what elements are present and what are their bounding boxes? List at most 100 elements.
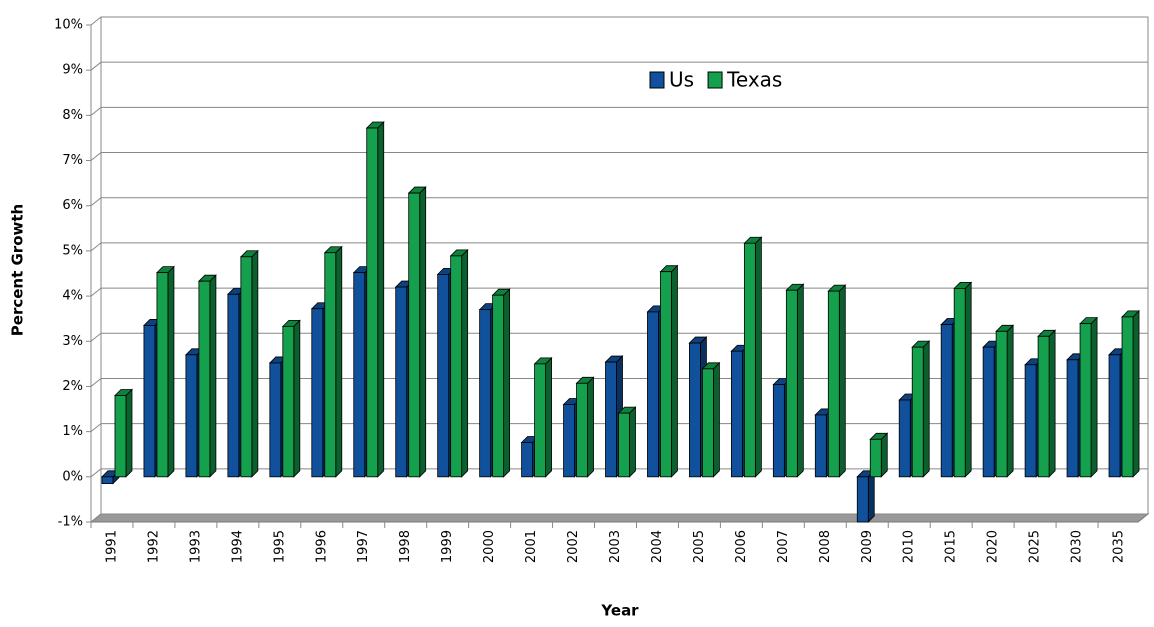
legend-swatch — [649, 71, 665, 89]
bar — [366, 127, 379, 478]
y-tick-label: 8% — [62, 108, 83, 123]
x-tick-label: 2001 — [524, 530, 539, 563]
x-tick-label: 2004 — [650, 530, 665, 563]
bar — [240, 256, 253, 478]
x-tick-label: 2000 — [482, 530, 497, 563]
bar — [1037, 335, 1050, 478]
y-tick-label: 5% — [62, 243, 83, 258]
y-tick-label: -1% — [58, 515, 83, 530]
x-tick-label: 1993 — [188, 530, 203, 563]
bar-side — [713, 361, 720, 478]
bar — [730, 350, 743, 478]
bar-side — [1048, 329, 1056, 478]
x-tick-label: 2009 — [860, 530, 875, 563]
bar — [185, 354, 198, 478]
bar-side — [880, 432, 888, 478]
bar — [647, 311, 659, 478]
grid-line — [90, 197, 1148, 207]
bar — [940, 324, 953, 478]
bar-side — [587, 376, 594, 478]
bar — [269, 362, 282, 478]
bar — [618, 412, 630, 478]
x-tick-label: 2030 — [1070, 530, 1085, 563]
bar — [743, 242, 756, 478]
bar-side — [209, 274, 217, 478]
bar-side — [1006, 324, 1014, 478]
x-tick-label: 1997 — [356, 530, 371, 563]
bar-side — [293, 319, 301, 478]
grid-line — [90, 61, 1148, 71]
bar-side — [503, 288, 511, 478]
bar-side — [419, 186, 427, 478]
bar — [450, 255, 463, 478]
bar-side — [545, 356, 552, 478]
bar-side — [335, 245, 343, 478]
bar-side — [796, 283, 804, 478]
bar — [898, 399, 911, 478]
bar-side — [1132, 309, 1140, 478]
x-tick-label: 2008 — [818, 530, 833, 563]
bar — [869, 438, 882, 478]
bar — [492, 294, 505, 478]
bar — [689, 342, 701, 478]
bar-side — [754, 236, 762, 478]
x-tick-label: 1995 — [272, 530, 287, 563]
x-tick-label: 1992 — [146, 530, 161, 563]
bar — [437, 274, 450, 478]
bar — [953, 288, 966, 478]
legend-label: Texas — [726, 68, 782, 92]
bar — [282, 325, 295, 478]
y-tick-label: 10% — [54, 18, 83, 33]
bar — [227, 293, 240, 478]
bar — [198, 280, 211, 478]
bar — [702, 368, 714, 478]
bar-side — [251, 249, 259, 478]
y-tick-label: 0% — [62, 469, 83, 484]
bar — [324, 252, 337, 478]
bar — [911, 346, 924, 478]
x-tick-label: 2035 — [1112, 530, 1127, 563]
y-axis-title: Percent Growth — [9, 204, 27, 336]
bar-side — [964, 281, 972, 478]
bar — [827, 290, 840, 478]
bar-side — [125, 388, 133, 478]
bar — [1024, 364, 1037, 478]
bar — [563, 404, 575, 478]
bar — [114, 395, 127, 478]
bar-side — [671, 264, 678, 478]
bar — [156, 272, 169, 478]
grid-line — [90, 152, 1148, 161]
x-tick-label: 2020 — [986, 530, 1001, 563]
x-axis-title: Year — [600, 602, 639, 620]
x-tick-label: 1994 — [230, 530, 245, 563]
bar — [1079, 323, 1092, 478]
y-tick-label: 2% — [62, 379, 83, 394]
x-tick-label: 1998 — [398, 530, 413, 563]
legend-swatch — [707, 71, 723, 89]
x-tick-label: 2025 — [1028, 530, 1043, 563]
bar — [1121, 316, 1134, 478]
x-tick-label: 2015 — [944, 530, 959, 563]
bar — [353, 272, 366, 478]
bar — [982, 346, 995, 478]
floor — [89, 513, 1150, 523]
bar — [995, 330, 1008, 478]
grid-line — [90, 513, 1148, 523]
bar-side — [922, 340, 930, 478]
y-tick-label: 3% — [62, 334, 83, 349]
bar-side — [838, 284, 846, 478]
y-tick-label: 9% — [62, 63, 83, 78]
bar-side — [1090, 316, 1098, 478]
x-tick-label: 2010 — [902, 530, 917, 563]
bar — [772, 384, 785, 478]
x-tick-label: 2007 — [776, 530, 791, 563]
x-tick-label: 1996 — [314, 530, 329, 563]
bar — [534, 363, 546, 478]
grid-line — [90, 16, 1148, 26]
x-tick-label: 1991 — [104, 530, 119, 563]
bar — [856, 476, 869, 523]
bar — [576, 382, 588, 478]
bar-side — [629, 406, 636, 478]
x-tick-label: 2005 — [692, 530, 707, 563]
